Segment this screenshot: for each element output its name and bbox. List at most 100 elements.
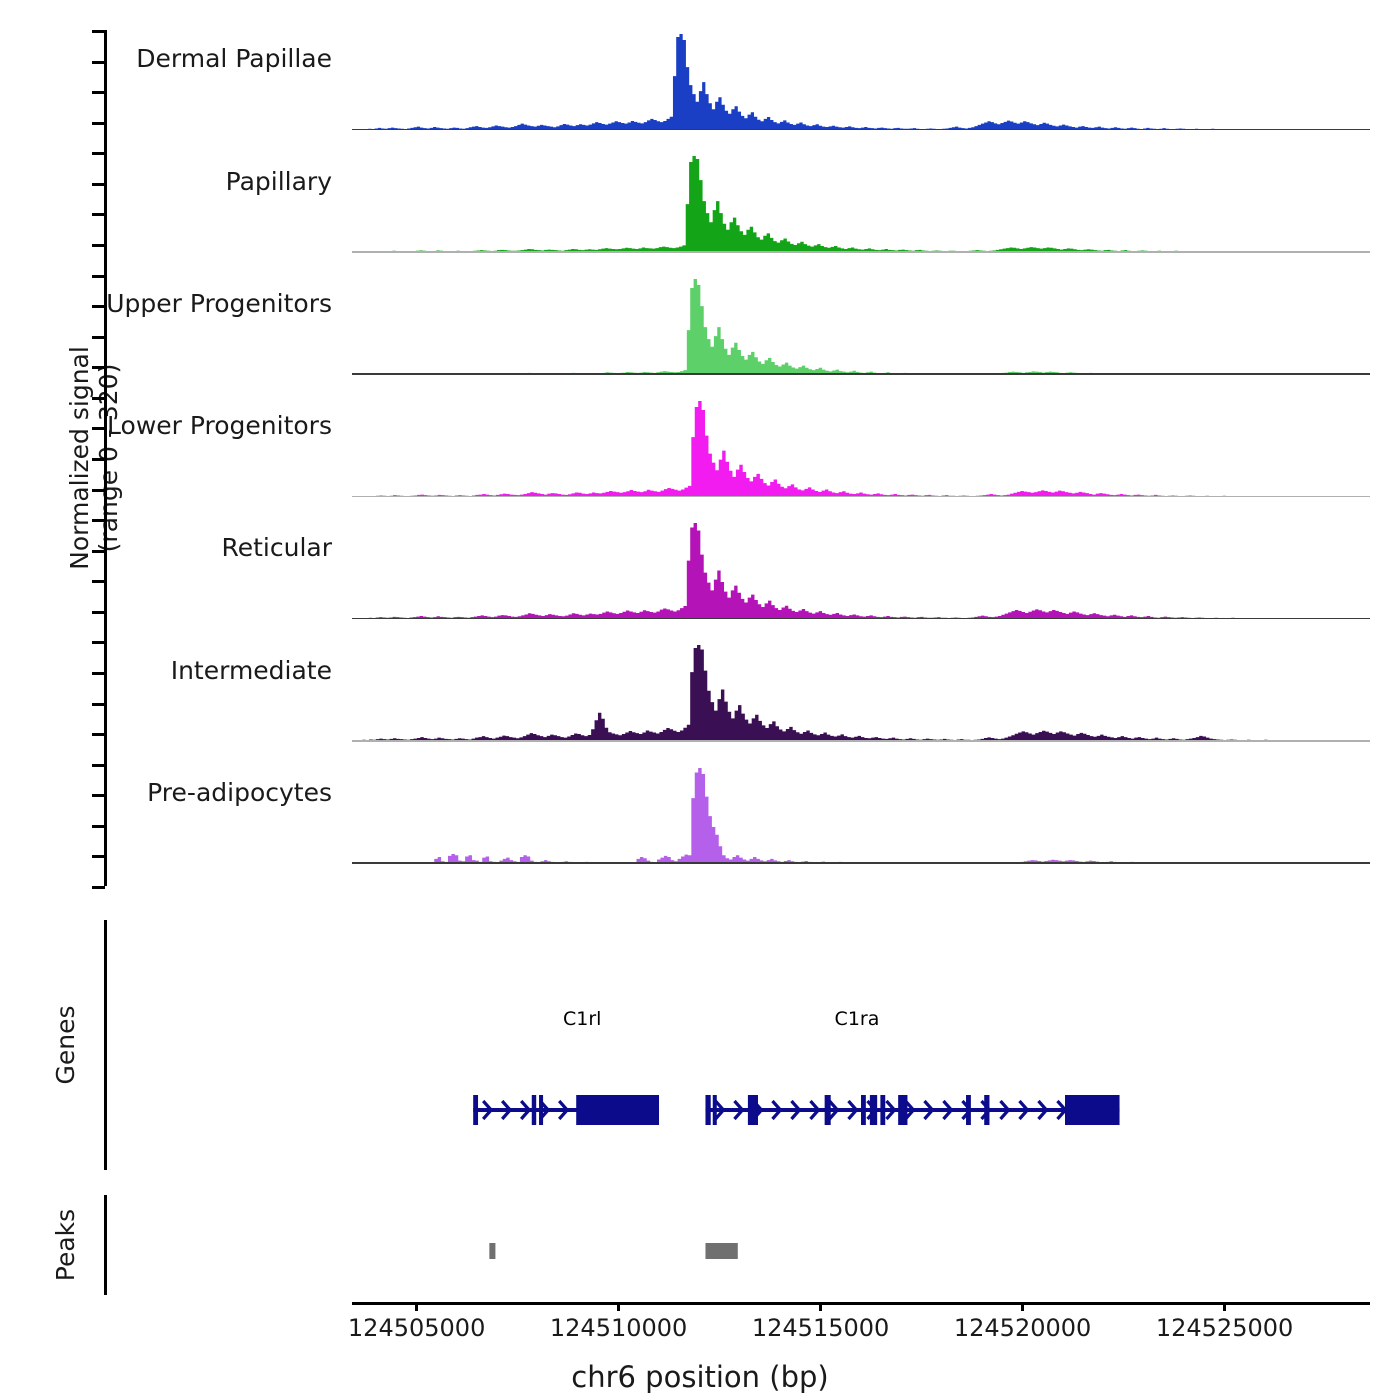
gene-strand-arrow <box>557 1099 570 1121</box>
gene-strand-arrow <box>519 1099 532 1121</box>
signal-axis-tick <box>92 305 105 309</box>
signal-axis-tick <box>92 886 105 889</box>
gene-exon <box>747 1095 758 1125</box>
peak-boxes <box>489 1243 738 1259</box>
track-baseline <box>352 617 1370 620</box>
gene-strand-arrow <box>828 1099 840 1121</box>
signal-axis-tick <box>92 702 105 706</box>
gene-strand-arrow <box>942 1099 954 1121</box>
x-axis-tick-label: 124525000 <box>1155 1314 1294 1342</box>
x-axis-tick <box>1223 1302 1227 1311</box>
gene-strand-arrow <box>481 1099 494 1121</box>
signal-axis-tick <box>92 121 105 125</box>
signal-track: Reticular <box>221 523 1370 620</box>
signal-axis-tick <box>92 335 105 339</box>
signal-axis-tick <box>92 488 105 492</box>
gene-strand-arrow <box>847 1099 859 1121</box>
signal-axis-spine <box>104 30 107 886</box>
signal-axis-tick <box>92 519 105 523</box>
gene-strand-arrow <box>809 1099 821 1121</box>
gene-exon <box>824 1095 831 1125</box>
gene-exon <box>966 1095 971 1125</box>
gene-models <box>473 1095 1120 1125</box>
track-baseline <box>352 373 1370 375</box>
gene-exon <box>705 1095 711 1125</box>
signal-axis-tick <box>92 30 105 33</box>
signal-track: Dermal Papillae <box>136 34 1370 131</box>
peaks-panel <box>0 1195 1400 1295</box>
track-baseline <box>352 740 1370 742</box>
signal-axis-tick <box>92 458 105 461</box>
peak-region <box>489 1243 496 1259</box>
signal-axis-tick <box>92 824 105 828</box>
gene-strand-arrow <box>771 1099 783 1121</box>
gene-exon <box>861 1095 866 1125</box>
signal-area <box>352 645 1370 742</box>
signal-axis-tick <box>92 580 105 584</box>
signal-axis-tick <box>92 244 105 247</box>
x-axis-tick <box>819 1302 823 1311</box>
gene-exon <box>869 1095 878 1125</box>
signal-track: Pre-adipocytes <box>147 767 1370 864</box>
signal-track-label: Intermediate <box>170 655 332 685</box>
signal-axis-tick <box>92 733 105 737</box>
signal-axis-tick <box>92 152 105 156</box>
signal-axis-tick <box>92 427 105 431</box>
gene-exon <box>539 1095 544 1125</box>
signal-axis-tick <box>92 794 105 798</box>
signal-axis-tick <box>92 763 105 767</box>
signal-track-label: Dermal Papillae <box>136 44 332 74</box>
signal-area <box>352 156 1370 253</box>
signal-area <box>352 34 1370 131</box>
gene-exon <box>473 1095 479 1125</box>
x-axis-line <box>352 1302 1370 1305</box>
signal-track-label: Pre-adipocytes <box>147 777 332 807</box>
peaks-axis-spine <box>104 1195 107 1295</box>
gene-strand-arrow <box>714 1099 726 1121</box>
signal-track: Lower Progenitors <box>107 400 1370 498</box>
track-baseline <box>352 862 1370 864</box>
signal-axis-tick <box>92 396 105 400</box>
signal-axis-tick <box>92 641 105 645</box>
signal-axis-tick <box>92 274 105 278</box>
x-axis-tick-label: 124520000 <box>953 1314 1092 1342</box>
signal-area <box>352 767 1370 864</box>
x-axis-tick <box>617 1302 621 1311</box>
track-baseline <box>352 128 1370 131</box>
gene-strand-arrow <box>923 1099 935 1121</box>
gene-name-label: C1ra <box>834 1008 880 1030</box>
gene-strand-arrow <box>1037 1099 1049 1121</box>
signal-track-label: Lower Progenitors <box>107 411 332 441</box>
signal-area <box>352 278 1370 375</box>
gene-name-label: C1rl <box>563 1008 602 1030</box>
signal-track: Intermediate <box>171 645 1370 742</box>
x-axis-title: chr6 position (bp) <box>571 1360 829 1394</box>
gene-exon <box>880 1095 886 1125</box>
x-axis-tick-label: 124510000 <box>549 1314 688 1342</box>
track-baseline <box>352 251 1370 253</box>
gene-strand-arrow <box>1018 1099 1030 1121</box>
signal-axis-tick <box>92 672 105 675</box>
signal-track: Upper Progenitors <box>106 278 1370 375</box>
signal-axis-tick <box>92 549 105 553</box>
signal-area <box>352 523 1370 620</box>
signal-axis-tick <box>92 855 105 859</box>
signal-axis-tick <box>92 91 105 95</box>
genes-panel <box>0 920 1400 1170</box>
gene-strand-arrow <box>790 1099 802 1121</box>
signal-track-label: Papillary <box>225 166 332 196</box>
gene-exon <box>1065 1095 1120 1125</box>
signal-axis-tick <box>92 366 105 370</box>
signal-axis-tick <box>92 182 105 186</box>
gene-strand-arrow <box>999 1099 1011 1121</box>
gene-exon <box>576 1095 660 1125</box>
x-axis-tick-label: 124515000 <box>751 1314 890 1342</box>
x-axis-tick <box>415 1302 419 1311</box>
x-axis-tick-label: 124505000 <box>347 1314 486 1342</box>
signal-axis-tick <box>92 213 105 217</box>
gene-exon <box>898 1095 908 1125</box>
gene-strand-arrow <box>885 1099 897 1121</box>
x-axis-tick <box>1021 1302 1025 1311</box>
signal-area <box>352 400 1370 498</box>
